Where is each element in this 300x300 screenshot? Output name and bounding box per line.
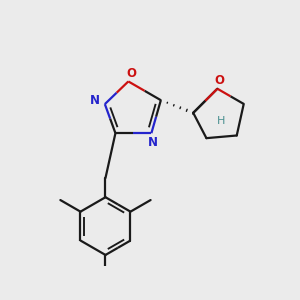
Text: N: N [148, 136, 158, 149]
Text: O: O [214, 74, 224, 87]
Text: N: N [90, 94, 100, 107]
Text: H: H [217, 116, 226, 126]
Text: O: O [126, 67, 136, 80]
